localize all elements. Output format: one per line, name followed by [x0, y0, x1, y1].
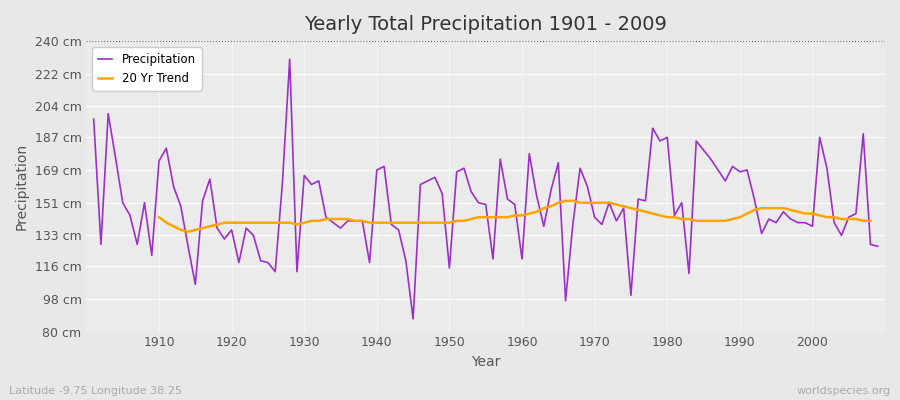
Precipitation	[284, 57, 295, 62]
Text: worldspecies.org: worldspecies.org	[796, 386, 891, 396]
20 Yr Trend	[865, 218, 876, 223]
Line: 20 Yr Trend: 20 Yr Trend	[159, 201, 870, 232]
20 Yr Trend	[560, 198, 571, 203]
Precipitation	[147, 253, 158, 258]
Text: Latitude -9.75 Longitude 38.25: Latitude -9.75 Longitude 38.25	[9, 386, 182, 396]
Precipitation	[531, 193, 542, 198]
Precipitation	[618, 206, 629, 210]
20 Yr Trend	[517, 213, 527, 218]
20 Yr Trend	[154, 215, 165, 220]
Precipitation	[357, 218, 368, 223]
Precipitation	[88, 117, 99, 122]
20 Yr Trend	[328, 217, 338, 222]
20 Yr Trend	[727, 217, 738, 222]
20 Yr Trend	[349, 218, 360, 223]
X-axis label: Year: Year	[471, 355, 500, 369]
20 Yr Trend	[379, 220, 390, 225]
Precipitation	[524, 151, 535, 156]
Precipitation	[408, 316, 418, 321]
Y-axis label: Precipitation: Precipitation	[15, 143, 29, 230]
20 Yr Trend	[183, 229, 194, 234]
Line: Precipitation: Precipitation	[94, 59, 878, 319]
Precipitation	[872, 244, 883, 249]
20 Yr Trend	[538, 206, 549, 210]
Precipitation	[313, 178, 324, 183]
Legend: Precipitation, 20 Yr Trend: Precipitation, 20 Yr Trend	[93, 47, 202, 91]
Title: Yearly Total Precipitation 1901 - 2009: Yearly Total Precipitation 1901 - 2009	[304, 15, 667, 34]
